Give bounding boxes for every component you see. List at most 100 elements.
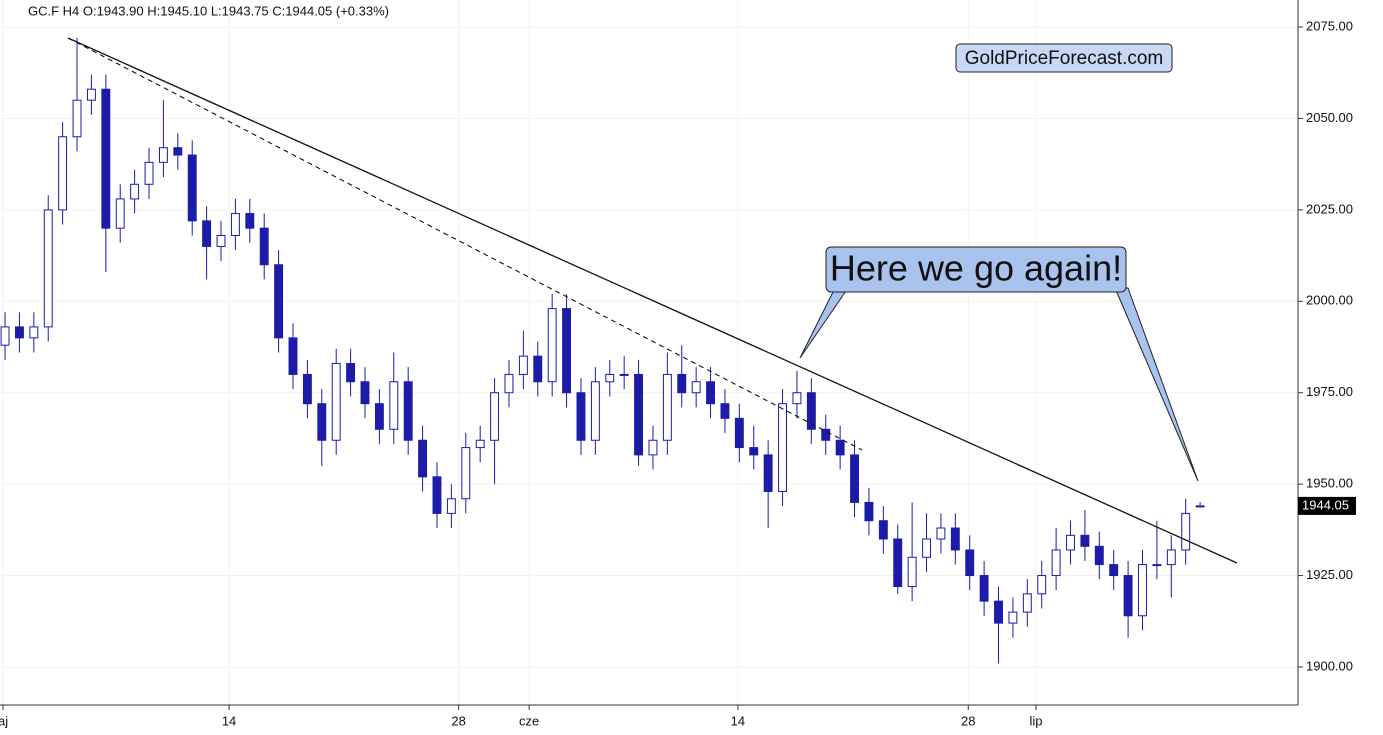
y-tick-label: 1900.00	[1306, 658, 1353, 673]
candle-body	[490, 392, 500, 441]
candle-body	[101, 88, 111, 229]
callout-pointer	[799, 287, 849, 359]
x-tick-label: lip	[1029, 713, 1042, 728]
last-price-label: 1944.05	[1302, 497, 1349, 512]
x-tick-label: 14	[731, 713, 745, 728]
candle-body	[907, 556, 917, 588]
x-tick-label: 14	[222, 713, 236, 728]
x-tick-label: cze	[519, 713, 539, 728]
candle-body	[1051, 549, 1061, 577]
candle-body	[994, 600, 1003, 624]
candle-body	[979, 575, 989, 602]
candle-body	[749, 447, 759, 456]
x-tick-label: 28	[961, 713, 975, 728]
candle-body	[662, 373, 672, 441]
candle-body	[302, 373, 312, 405]
candle-body	[634, 373, 644, 456]
candle-body	[763, 454, 773, 492]
callout-text: Here we go again!	[830, 248, 1122, 289]
candle-body	[202, 220, 212, 247]
candle-body	[288, 337, 298, 375]
candle-body	[648, 439, 658, 456]
candle-body	[259, 227, 269, 266]
candle-body	[864, 501, 874, 522]
candle-body	[1080, 534, 1090, 547]
candle-body	[1094, 545, 1104, 566]
candle-body	[389, 381, 399, 430]
candle-body	[1138, 564, 1147, 617]
candle-body	[216, 234, 226, 247]
candle-body	[331, 362, 341, 441]
candle-body	[446, 498, 456, 514]
y-tick-label: 2075.00	[1306, 18, 1353, 33]
candle-body	[778, 403, 788, 492]
chart-title: GC.F H4 O:1943.90 H:1945.10 L:1943.75 C:…	[28, 3, 389, 18]
candle-body	[1123, 575, 1133, 617]
candle-body	[144, 161, 154, 185]
candle-body	[43, 209, 53, 328]
candle-body	[821, 428, 831, 441]
candle-body	[547, 308, 557, 383]
candle-body	[461, 447, 471, 500]
candle-body	[893, 538, 903, 588]
candle-body	[29, 326, 39, 339]
candle-body	[317, 403, 327, 441]
candle-body	[360, 381, 370, 405]
y-tick-label: 1975.00	[1306, 384, 1353, 399]
candle-body	[115, 198, 125, 229]
candle-body	[590, 381, 600, 441]
x-tick-label: aj	[0, 713, 8, 728]
candle-body	[403, 381, 413, 441]
candle-body	[1166, 549, 1176, 566]
y-tick-label: 1950.00	[1306, 476, 1353, 491]
candle-body	[432, 476, 442, 514]
candle-body	[173, 147, 183, 156]
y-tick-label: 2000.00	[1306, 293, 1353, 308]
candle-body	[245, 213, 255, 229]
candle-body	[1066, 534, 1075, 551]
candle-body	[562, 308, 572, 394]
candle-body	[850, 454, 859, 503]
candle-body	[576, 392, 586, 441]
watermark-box	[955, 43, 1173, 73]
candle-body	[878, 520, 888, 540]
candle-body	[533, 355, 543, 383]
candle-body	[1022, 593, 1032, 613]
candle-body	[1008, 611, 1018, 624]
candle-body	[605, 373, 615, 383]
last-price-box	[1298, 496, 1356, 515]
y-tick-label: 2050.00	[1306, 110, 1353, 125]
candle-body	[130, 183, 140, 200]
candle-body	[0, 326, 10, 346]
candle-body	[619, 373, 629, 376]
candle-body	[965, 549, 975, 577]
candle-body	[706, 381, 716, 405]
y-tick-label: 2025.00	[1306, 201, 1353, 216]
candle-body	[374, 403, 384, 430]
candle-body	[806, 392, 816, 430]
callout-box	[825, 246, 1127, 293]
candle-body	[14, 326, 24, 339]
y-tick-label: 1925.00	[1306, 567, 1353, 582]
candle-body	[1152, 564, 1162, 567]
candle-body	[418, 439, 428, 478]
candle-body	[504, 373, 514, 394]
candle-body	[720, 403, 730, 419]
axis-labels: 1900.00 1925.00 1950.00 1975.00 2000.00 2025.…	[0, 18, 1356, 728]
dashed-trend-line	[67, 37, 863, 451]
candle-body	[677, 373, 687, 394]
x-tick-label: 28	[451, 713, 465, 728]
candle-body	[58, 136, 68, 211]
candle-body	[72, 99, 82, 138]
candle-body	[950, 527, 960, 551]
candle-body	[1181, 512, 1191, 551]
candle-body	[346, 362, 356, 383]
candle-body	[1195, 505, 1205, 508]
candle-body	[86, 88, 96, 101]
candle-body	[1037, 575, 1047, 595]
candle-body	[835, 439, 845, 456]
trend-line	[67, 37, 1238, 564]
callout-pointer	[1114, 287, 1199, 482]
